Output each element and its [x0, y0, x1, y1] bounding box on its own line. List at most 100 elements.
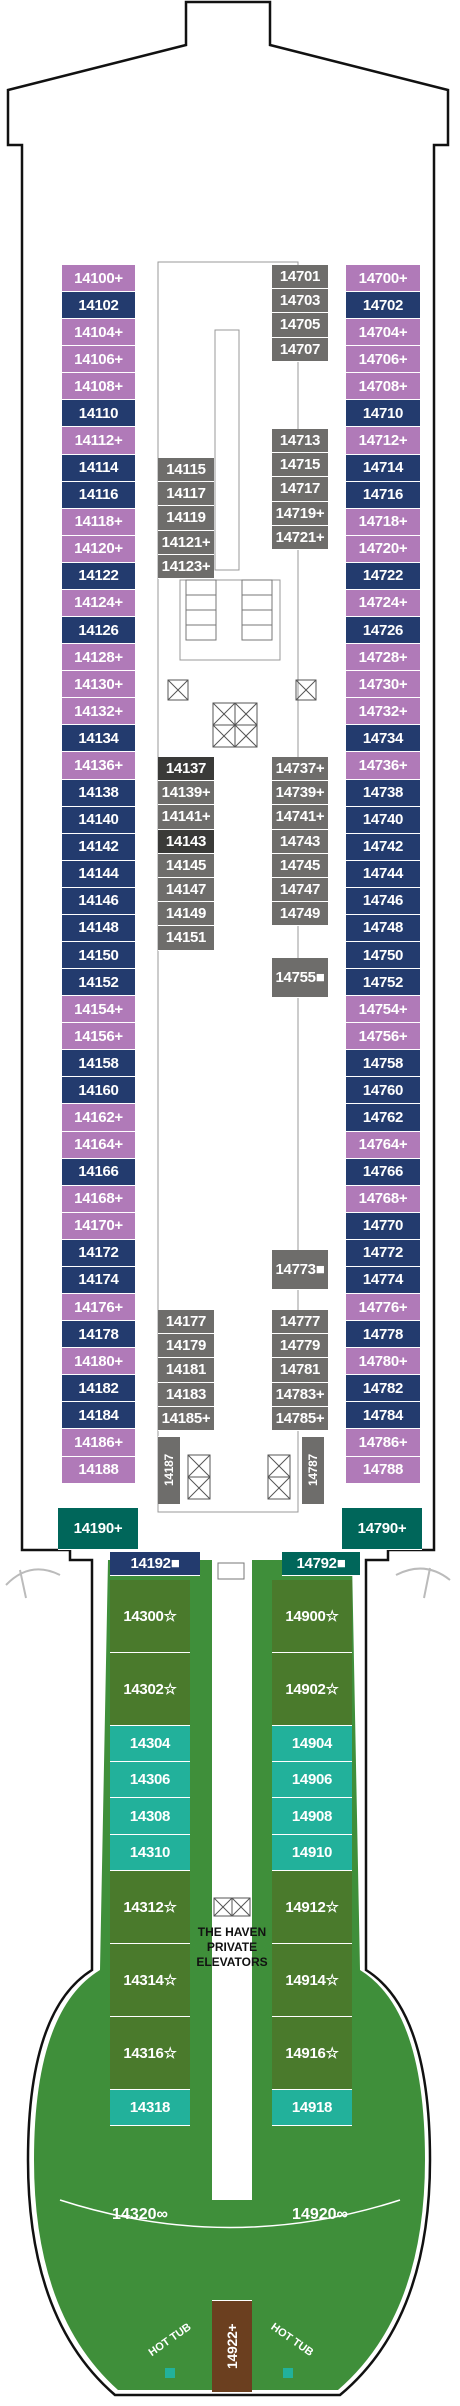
cabin-left-outer[interactable]: 14104+: [62, 319, 136, 347]
haven-suite-right[interactable]: 14912☆: [272, 1871, 352, 1944]
haven-suite-right[interactable]: 14900☆: [272, 1580, 352, 1653]
cabin-inner[interactable]: 14151: [158, 926, 214, 951]
cabin-left-outer[interactable]: 14174: [62, 1266, 136, 1295]
cabin-left-outer[interactable]: 14110: [62, 400, 136, 428]
cabin-right-outer[interactable]: 14736+: [346, 752, 420, 780]
cabin-left-outer[interactable]: 14152: [62, 969, 136, 997]
cabin-inner[interactable]: 14773■: [272, 1250, 328, 1290]
cabin-inner[interactable]: 14719+: [272, 501, 328, 526]
cabin-left-outer[interactable]: 14154+: [62, 996, 136, 1024]
cabin-left-outer[interactable]: 14160: [62, 1077, 136, 1105]
haven-suite-left[interactable]: 14304: [110, 1725, 190, 1762]
cabin-left-outer[interactable]: 14182: [62, 1375, 136, 1403]
cabin-vertical[interactable]: 14787: [302, 1436, 324, 1504]
cabin-left-outer[interactable]: 14118+: [62, 508, 136, 536]
cabin-right-outer[interactable]: 14760: [346, 1077, 420, 1105]
cabin-right-outer[interactable]: 14750: [346, 942, 420, 970]
cabin-left-outer[interactable]: 14188: [62, 1456, 136, 1484]
haven-suite-left[interactable]: 14306: [110, 1762, 190, 1799]
cabin-left-outer[interactable]: 14108+: [62, 373, 136, 401]
haven-suite-left[interactable]: 14314☆: [110, 1944, 190, 2017]
cabin-aft-left[interactable]: 14192■: [110, 1552, 200, 1576]
cabin-left-outer[interactable]: 14136+: [62, 752, 136, 780]
cabin-left-outer[interactable]: 14126: [62, 617, 136, 645]
cabin-left-outer[interactable]: 14172: [62, 1239, 136, 1267]
cabin-left-outer[interactable]: 14114: [62, 454, 136, 482]
cabin-right-outer[interactable]: 14726: [346, 617, 420, 645]
cabin-right-outer[interactable]: 14764+: [346, 1131, 420, 1159]
cabin-right-outer[interactable]: 14710: [346, 400, 420, 428]
cabin-inner[interactable]: 14739+: [272, 781, 328, 806]
cabin-inner[interactable]: 14141+: [158, 805, 214, 830]
cabin-left-outer[interactable]: 14186+: [62, 1429, 136, 1457]
cabin-right-outer[interactable]: 14732+: [346, 698, 420, 726]
cabin-right-outer[interactable]: 14766: [346, 1158, 420, 1186]
cabin-inner[interactable]: 14119: [158, 506, 214, 531]
haven-suite-right[interactable]: 14908: [272, 1798, 352, 1835]
cabin-inner[interactable]: 14123+: [158, 554, 214, 579]
cabin-right-outer[interactable]: 14788: [346, 1456, 420, 1484]
haven-suite-right[interactable]: 14906: [272, 1762, 352, 1799]
cabin-inner[interactable]: 14737+: [272, 757, 328, 782]
cabin-right-outer[interactable]: 14706+: [346, 346, 420, 374]
cabin-right-outer[interactable]: 14738: [346, 779, 420, 807]
cabin-right-outer[interactable]: 14784: [346, 1402, 420, 1430]
haven-suite-left[interactable]: 14300☆: [110, 1580, 190, 1653]
haven-suite-right[interactable]: 14904: [272, 1725, 352, 1762]
cabin-right-outer[interactable]: 14724+: [346, 589, 420, 618]
haven-suite-right[interactable]: 14902☆: [272, 1652, 352, 1726]
cabin-inner[interactable]: 14705: [272, 313, 328, 338]
cabin-left-outer[interactable]: 14158: [62, 1050, 136, 1078]
haven-suite-left[interactable]: 14318: [110, 2089, 190, 2126]
cabin-inner[interactable]: 14717: [272, 477, 328, 502]
cabin-right-outer[interactable]: 14778: [346, 1321, 420, 1349]
haven-suite-left[interactable]: 14310: [110, 1834, 190, 1872]
cabin-left-outer[interactable]: 14170+: [62, 1212, 136, 1240]
cabin-right-outer[interactable]: 14776+: [346, 1294, 420, 1322]
cabin-corner-right[interactable]: 14790+: [342, 1508, 422, 1550]
haven-suite-left[interactable]: 14302☆: [110, 1652, 190, 1726]
cabin-inner[interactable]: 14745: [272, 853, 328, 878]
cabin-inner[interactable]: 14121+: [158, 530, 214, 555]
haven-suite-right[interactable]: 14910: [272, 1834, 352, 1872]
cabin-inner[interactable]: 14703: [272, 289, 328, 314]
cabin-right-outer[interactable]: 14720+: [346, 535, 420, 563]
cabin-inner[interactable]: 14145: [158, 853, 214, 878]
cabin-left-outer[interactable]: 14130+: [62, 671, 136, 699]
cabin-inner[interactable]: 14177: [158, 1310, 214, 1335]
haven-suite-left[interactable]: 14312☆: [110, 1871, 190, 1944]
cabin-left-outer[interactable]: 14100+: [62, 265, 136, 293]
haven-suite-right[interactable]: 14914☆: [272, 1944, 352, 2017]
cabin-right-outer[interactable]: 14718+: [346, 508, 420, 536]
cabin-right-outer[interactable]: 14762: [346, 1104, 420, 1132]
cabin-left-outer[interactable]: 14122: [62, 562, 136, 590]
cabin-inner[interactable]: 14179: [158, 1334, 214, 1359]
cabin-right-outer[interactable]: 14700+: [346, 265, 420, 293]
cabin-left-outer[interactable]: 14120+: [62, 535, 136, 563]
cabin-right-outer[interactable]: 14744: [346, 860, 420, 888]
cabin-right-outer[interactable]: 14708+: [346, 373, 420, 401]
cabin-inner[interactable]: 14137: [158, 757, 214, 782]
cabin-left-outer[interactable]: 14162+: [62, 1104, 136, 1132]
cabin-inner[interactable]: 14183: [158, 1382, 214, 1407]
cabin-left-outer[interactable]: 14168+: [62, 1185, 136, 1213]
cabin-inner[interactable]: 14149: [158, 902, 214, 927]
cabin-inner[interactable]: 14755■: [272, 958, 328, 998]
cabin-inner[interactable]: 14779: [272, 1334, 328, 1359]
cabin-right-outer[interactable]: 14714: [346, 454, 420, 482]
cabin-left-outer[interactable]: 14128+: [62, 644, 136, 672]
cabin-aft-right[interactable]: 14792■: [282, 1552, 360, 1576]
cabin-inner[interactable]: 14707: [272, 337, 328, 362]
cabin-inner[interactable]: 14721+: [272, 525, 328, 550]
cabin-left-outer[interactable]: 14106+: [62, 346, 136, 374]
cabin-inner[interactable]: 14713: [272, 429, 328, 454]
cabin-left-outer[interactable]: 14138: [62, 779, 136, 807]
cabin-right-outer[interactable]: 14730+: [346, 671, 420, 699]
cabin-inner[interactable]: 14785+: [272, 1406, 328, 1431]
cabin-inner[interactable]: 14781: [272, 1358, 328, 1383]
cabin-inner[interactable]: 14147: [158, 878, 214, 903]
cabin-right-outer[interactable]: 14758: [346, 1050, 420, 1078]
cabin-right-outer[interactable]: 14772: [346, 1239, 420, 1267]
cabin-right-outer[interactable]: 14712+: [346, 427, 420, 455]
cabin-right-outer[interactable]: 14716: [346, 481, 420, 509]
